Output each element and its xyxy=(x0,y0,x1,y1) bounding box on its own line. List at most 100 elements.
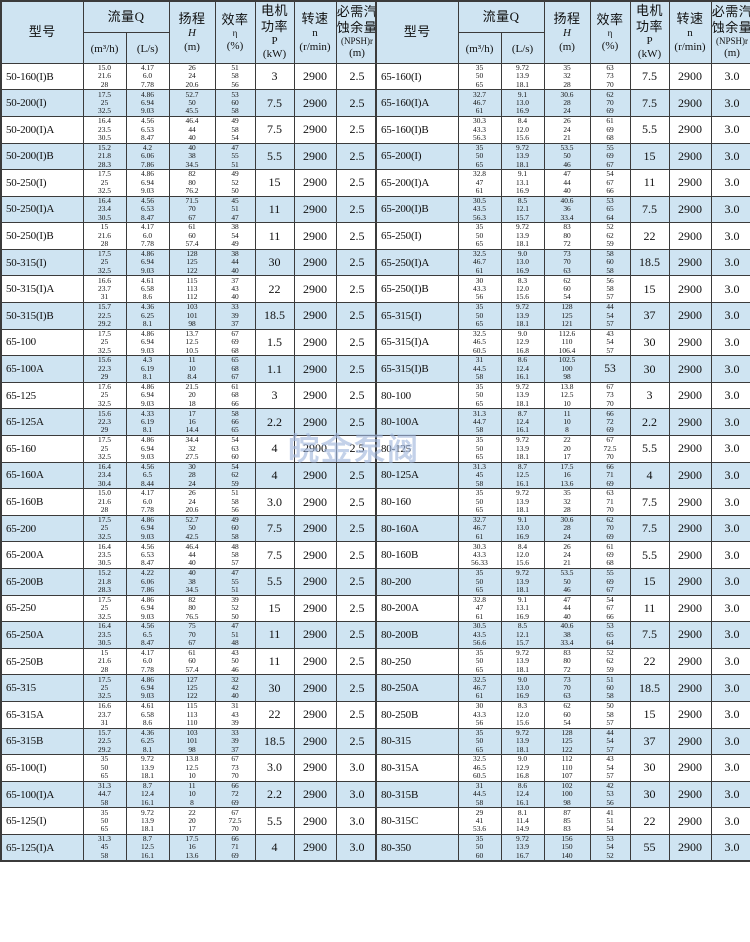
table-row[interactable]: 65-100(I)A 31.3 44.7 58 8.7 12.4 16.1 11 10 8 66 72… xyxy=(0,780,417,809)
table-row[interactable]: 50-250(I)A 16.4 23.4 30.5 4.56 6.53 8.47 71.5 70… xyxy=(0,195,417,224)
table-row[interactable]: 50-200(I)B 15.2 21.8 28.3 4.2 6.06 7.86 40 38 34.… xyxy=(0,142,417,171)
table-row[interactable]: 80-160 35 50 65 9.72 13.9 18.1 35 32 28 63 71 70 7.5 2… xyxy=(375,488,750,516)
table-row[interactable]: 50-315(I)A 16.6 23.7 31 4.61 6.58 8.6 115 113 112… xyxy=(0,275,417,304)
cell-flow-m3h: 31.3 44.7 58 xyxy=(82,780,127,809)
table-row[interactable]: 80-200B 30.5 43.5 56.6 8.5 12.1 15.7 40.6 38 33.4… xyxy=(375,621,750,649)
table-row[interactable]: 65-250B 15 21.6 28 4.17 6.0 7.78 61 60 57.4 43 50 46… xyxy=(0,647,417,676)
table-row[interactable]: 80-250 35 50 65 9.72 13.9 18.1 83 80 72 52 62 59 22 29… xyxy=(375,647,750,676)
cell-flow-ls: 8.6 12.4 16.1 xyxy=(500,355,545,383)
cell-model: 50-200(I)A xyxy=(0,115,84,144)
table-row[interactable]: 80-250A 32.5 46.7 61 9.0 13.0 16.9 73 70 63 51 60 58… xyxy=(375,674,750,702)
cell-flow-ls: 4.17 6.0 7.78 xyxy=(125,647,170,676)
cell-speed: 2900 xyxy=(668,62,712,91)
table-row[interactable]: 65-315(I)B 31 44.5 58 8.6 12.4 16.1 102.5 100 98 5… xyxy=(375,355,750,383)
cell-flow-m3h: 32.5 46.5 60.5 xyxy=(457,328,502,357)
cell-flow-m3h: 35 50 65 xyxy=(457,142,502,171)
table-row[interactable]: 65-315(I)A 32.5 46.5 60.5 9.0 12.9 16.8 112.6 11… xyxy=(375,328,750,357)
cell-motor-power: 7.5 xyxy=(254,89,295,117)
table-row[interactable]: 65-200(I) 35 50 65 9.72 13.9 18.1 53.5 50 46 55 69 6… xyxy=(375,142,750,171)
table-row[interactable]: 80-160A 32.7 46.7 61 9.1 13.0 16.9 30.6 28 24 62 70… xyxy=(375,514,750,543)
table-row[interactable]: 80-100 35 50 65 9.72 13.9 18.1 13.8 12.5 10 67 73 70… xyxy=(375,381,750,410)
table-row[interactable]: 65-100 17.5 25 32.5 4.86 6.94 9.03 13.7 12.5 10.5… xyxy=(0,328,417,357)
table-row[interactable]: 65-315 17.5 25 32.5 4.86 6.94 9.03 127 125 122 32 4… xyxy=(0,674,417,702)
table-row[interactable]: 80-125 35 50 65 9.72 13.9 18.1 22 20 17 67 72.5 70 5.… xyxy=(375,435,750,463)
cell-motor-power: 15 xyxy=(629,275,670,304)
cell-motor-power: 2.2 xyxy=(629,408,670,437)
table-row[interactable]: 80-100A 31.3 44.7 58 8.7 12.4 16.1 11 10 8 66 72 69 2… xyxy=(375,408,750,437)
table-row[interactable]: 80-315 35 50 65 9.72 13.9 18.1 128 125 122 44 54 57 3… xyxy=(375,727,750,756)
table-row[interactable]: 65-160 17.5 25 32.5 4.86 6.94 9.03 34.4 32 27.5 54… xyxy=(0,435,417,463)
cell-flow-m3h: 30.3 43.3 56.3 xyxy=(457,115,502,144)
table-row[interactable]: 80-350 35 50 60 9.72 13.9 16.7 156 150 140 53 54 52 5… xyxy=(375,833,750,862)
table-row[interactable]: 50-200(I)A 16.4 23.5 30.5 4.56 6.53 8.47 46.4 44… xyxy=(0,115,417,144)
cell-flow-ls: 8.1 11.4 14.9 xyxy=(500,807,545,835)
table-row[interactable]: 65-125(I) 35 50 65 9.72 13.9 18.1 22 20 17 67 72.5 7… xyxy=(0,807,417,835)
table-row[interactable]: 65-250(I)B 30 43.3 56 8.3 12.0 15.6 62 60 54 56 58 5… xyxy=(375,275,750,304)
cell-motor-power: 2.2 xyxy=(254,408,295,437)
cell-flow-ls: 4.56 6.53 8.47 xyxy=(125,115,170,144)
table-row[interactable]: 80-315C 29 41 53.6 8.1 11.4 14.9 87 85 83 41 51 54 22… xyxy=(375,807,750,835)
table-row[interactable]: 65-160(I) 35 50 65 9.72 13.9 18.1 35 32 28 63 73 70 7… xyxy=(375,62,750,91)
table-row[interactable]: 80-200 35 50 65 9.72 13.9 18.1 53.5 50 46 55 69 67 15… xyxy=(375,568,750,596)
table-row[interactable]: 80-200A 32.8 47 61 9.1 13.1 16.9 47 44 40 54 67 66 11… xyxy=(375,594,750,623)
table-row[interactable]: 65-250(I)A 32.5 46.7 61 9.0 13.0 16.9 73 70 63 58 6… xyxy=(375,248,750,277)
cell-head: 62 60 54 xyxy=(543,275,591,304)
table-row[interactable]: 65-200A 16.4 23.5 30.5 4.56 6.53 8.47 46.4 44 40 4… xyxy=(0,541,417,569)
cell-npsh: 3.0 xyxy=(710,142,750,171)
table-row[interactable]: 50-315(I)B 15.7 22.5 29.2 4.36 6.25 8.1 103 101 9… xyxy=(0,302,417,330)
table-row[interactable]: 65-125(I)A 31.3 45 58 8.7 12.5 16.1 17.5 16 13.6 6… xyxy=(0,833,417,862)
table-row[interactable]: 65-315B 15.7 22.5 29.2 4.36 6.25 8.1 103 101 98 33… xyxy=(0,727,417,756)
table-row[interactable]: 80-125A 31.3 45 58 8.7 12.5 16.1 17.5 16 13.6 66 71… xyxy=(375,461,750,490)
table-row[interactable]: 80-315B 31 44.5 58 8.6 12.4 16.1 102 100 98 42 53 56… xyxy=(375,780,750,809)
table-row[interactable]: 80-250B 30 43.3 56 8.3 12.0 15.6 62 60 54 50 58 57 15… xyxy=(375,700,750,729)
cell-model: 65-315 xyxy=(0,674,84,702)
table-row[interactable]: 50-250(I)B 15 21.6 28 4.17 6.0 7.78 61 60 57.4 38 5… xyxy=(0,222,417,250)
table-row[interactable]: 65-250 17.5 25 32.5 4.86 6.94 9.03 82 80 76.5 39 52… xyxy=(0,594,417,623)
table-row[interactable]: 65-125A 15.6 22.3 29 4.33 6.19 8.1 17 16 14.4 58 66… xyxy=(0,408,417,437)
cell-flow-ls: 4.17 6.0 7.78 xyxy=(125,222,170,250)
table-row[interactable]: 65-250A 16.4 23.5 30.5 4.56 6.5 8.47 75 70 67 47 51… xyxy=(0,621,417,649)
table-row[interactable]: 65-200 17.5 25 32.5 4.86 6.94 9.03 52.7 50 42.5 49… xyxy=(0,514,417,543)
cell-npsh: 2.5 xyxy=(335,115,379,144)
table-row[interactable]: 65-100A 15.6 22.3 29 4.3 6.19 8.1 11 10 8.4 65 68 67… xyxy=(0,355,417,383)
cell-npsh: 3.0 xyxy=(710,169,750,197)
table-row[interactable]: 50-200(I) 17.5 25 32.5 4.86 6.94 9.03 52.7 50 45.… xyxy=(0,89,417,117)
table-row[interactable]: 65-160B 15.0 21.6 28 4.17 6.0 7.78 26 24 20.6 51 58… xyxy=(0,488,417,516)
cell-head: 128 125 121 xyxy=(543,302,591,330)
pump-table-right: 型号 流量Q 扬程 H (m) 效率 xyxy=(375,0,750,863)
table-row[interactable]: 65-160A 16.4 23.4 30.4 4.56 6.5 8.44 30 28 24 54 62… xyxy=(0,461,417,490)
cell-motor-power: 11 xyxy=(629,594,670,623)
table-row[interactable]: 65-125 17.6 25 32.5 4.86 6.94 9.03 21.5 20 18 61 68… xyxy=(0,381,417,410)
cell-speed: 2900 xyxy=(668,647,712,676)
table-row[interactable]: 50-160(I)B 15.0 21.6 28 4.17 6.0 7.78 26 24 20.6 5… xyxy=(0,62,417,91)
table-row[interactable]: 65-315(I) 35 50 65 9.72 13.9 18.1 128 125 121 44 54… xyxy=(375,302,750,330)
cell-head: 52.7 50 45.5 xyxy=(168,89,216,117)
cell-npsh: 2.5 xyxy=(335,142,379,171)
cell-efficiency: 47 55 51 xyxy=(214,568,256,596)
cell-npsh: 2.5 xyxy=(335,435,379,463)
table-row[interactable]: 65-160(I)A 32.7 46.7 61 9.1 13.0 16.9 30.6 28 24 6… xyxy=(375,89,750,117)
cell-flow-ls: 4.56 6.5 8.47 xyxy=(125,621,170,649)
table-row[interactable]: 50-250(I) 17.5 25 32.5 4.86 6.94 9.03 82 80 76.2 4… xyxy=(0,169,417,197)
cell-flow-m3h: 16.6 23.7 31 xyxy=(82,700,127,729)
cell-efficiency: 65 68 67 xyxy=(214,355,256,383)
table-row[interactable]: 65-160(I)B 30.3 43.3 56.3 8.4 12.0 15.6 26 24 21 6… xyxy=(375,115,750,144)
cell-model: 50-315(I)A xyxy=(0,275,84,304)
cell-head: 128 125 122 xyxy=(543,727,591,756)
cell-speed: 2900 xyxy=(293,248,337,277)
table-row[interactable]: 65-100(I) 35 50 65 9.72 13.9 18.1 13.8 12.5 10 67 7… xyxy=(0,754,417,782)
table-row[interactable]: 65-200(I)A 32.8 47 61 9.1 13.1 16.9 47 44 40 54 67 6… xyxy=(375,169,750,197)
table-row[interactable]: 80-160B 30.3 43.3 56.33 8.4 12.0 15.6 26 24 21 61 6… xyxy=(375,541,750,569)
table-row[interactable]: 65-200(I)B 30.5 43.5 56.3 8.5 12.1 15.7 40.6 36 3… xyxy=(375,195,750,224)
table-row[interactable]: 65-200B 15.2 21.8 28.3 4.22 6.06 7.86 40 38 34.5 4… xyxy=(0,568,417,596)
cell-head: 40 38 34.5 xyxy=(168,568,216,596)
table-row[interactable]: 80-315A 32.5 46.5 60.5 9.0 12.9 16.8 112 110 107 4… xyxy=(375,754,750,782)
table-row[interactable]: 50-315(I) 17.5 25 32.5 4.86 6.94 9.03 128 125 122… xyxy=(0,248,417,277)
table-row[interactable]: 65-315A 16.6 23.7 31 4.61 6.58 8.6 115 113 110 31 4… xyxy=(0,700,417,729)
cell-speed: 2900 xyxy=(668,833,712,862)
cell-motor-power: 7.5 xyxy=(629,62,670,91)
table-row[interactable]: 65-250(I) 35 50 65 9.72 13.9 18.1 83 80 72 52 62 59 2… xyxy=(375,222,750,250)
cell-head: 115 113 112 xyxy=(168,275,216,304)
cell-model: 80-315 xyxy=(375,727,459,756)
cell-head: 26 24 21 xyxy=(543,541,591,569)
